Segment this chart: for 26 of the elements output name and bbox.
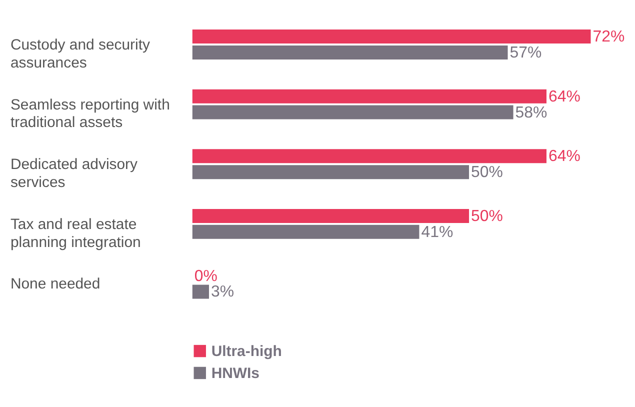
data-label: 72% (592, 28, 625, 46)
bar (192, 149, 546, 164)
bar (192, 89, 546, 104)
legend-label: Ultra-high (211, 343, 282, 360)
bar (192, 45, 508, 60)
y-tick-label: Seamless reporting with traditional assets (10, 96, 170, 132)
data-label: 50% (471, 164, 503, 182)
y-tick-label: None needed (10, 276, 100, 293)
y-tick-label: Dedicated advisory services (10, 156, 138, 192)
data-label: 64% (548, 148, 580, 166)
data-label: 57% (510, 44, 542, 62)
data-label: 41% (421, 224, 454, 241)
data-label: 58% (515, 104, 548, 122)
data-label: 64% (548, 88, 580, 106)
bar (192, 208, 470, 223)
data-label: 3% (210, 284, 234, 301)
data-label: 0% (194, 268, 218, 285)
bar (192, 165, 470, 180)
bar (192, 224, 420, 239)
legend-label: HNWIs (211, 364, 260, 382)
data-label: 50% (471, 208, 503, 225)
y-tick-label: Custody and security assurances (10, 36, 150, 72)
y-tick-label: Tax and real estate planning integration (10, 216, 141, 251)
bar (192, 284, 209, 299)
bar (192, 30, 591, 44)
bar (192, 105, 514, 120)
